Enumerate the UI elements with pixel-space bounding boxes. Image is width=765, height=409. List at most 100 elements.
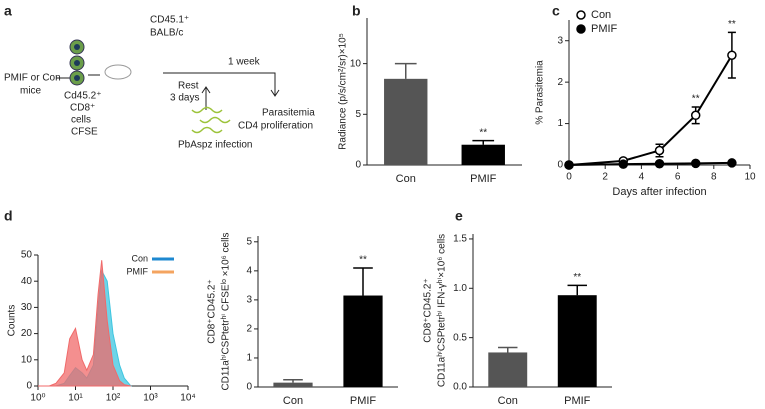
y-axis-label: CD8⁺CD45.2⁺	[423, 278, 434, 342]
y-tick-label: 1.5	[453, 234, 467, 245]
x-tick-label: PMIF	[564, 395, 591, 404]
density-area	[38, 260, 131, 387]
sporozoites	[191, 106, 231, 134]
marker	[690, 110, 701, 121]
legend-label: Con	[591, 9, 611, 21]
bar	[343, 295, 383, 387]
y-axis-label: CD11aʰⁱCSPtetrʰⁱ CFSEˡᵒ ×10⁶ cells	[221, 232, 232, 390]
y-tick-label: 5	[355, 109, 361, 120]
arrow	[201, 86, 211, 94]
x-tick-label: Con	[498, 395, 518, 404]
x-tick-label: 10³	[143, 393, 158, 404]
marker	[727, 50, 737, 60]
marker	[618, 159, 629, 169]
y-tick-label: 10	[350, 58, 362, 69]
x-tick-label: Con	[396, 173, 416, 185]
y-tick-label: 40	[21, 276, 33, 287]
mouse-icon	[104, 64, 132, 80]
y-axis-label: CD11aʰⁱCSPtetrʰⁱ IFN-γʰⁱ×10⁶ cells	[437, 234, 448, 387]
y-axis-label: CD8⁺CD45.2⁺	[207, 279, 218, 343]
marker	[564, 160, 574, 170]
x-tick-label: 4	[639, 172, 645, 183]
y-tick-label: 1	[557, 118, 563, 129]
panel-label: a	[4, 3, 12, 19]
recipient-text: CD45.1⁺	[150, 15, 189, 26]
infection-text: PbAspz infection	[178, 140, 253, 151]
x-tick-label: 8	[711, 172, 717, 183]
marker	[690, 158, 701, 169]
error-bar	[353, 267, 373, 296]
recipient-text: BALB/c	[150, 28, 183, 39]
significance: **	[692, 94, 700, 105]
x-axis-label: Days after infection	[612, 186, 706, 198]
bar	[488, 352, 528, 387]
y-tick-label: 30	[21, 302, 33, 313]
significance: **	[359, 255, 367, 266]
y-tick-label: 0.0	[453, 382, 467, 393]
x-tick-label: Con	[283, 395, 303, 404]
error-bar	[567, 284, 587, 296]
y-tick-label: 0	[557, 160, 563, 171]
y-axis-label: Radiance (p/s/cm²/sr)×10⁵	[338, 33, 349, 150]
y-axis-label: % Parasitemia	[535, 60, 546, 125]
cells-text: CD8⁺	[70, 103, 95, 114]
bar	[461, 144, 505, 165]
cells-text: cells	[71, 115, 91, 126]
timeline	[163, 72, 276, 95]
readout-text: Parasitemia	[262, 108, 315, 119]
panel-label: d	[4, 208, 13, 224]
x-tick-label: PMIF	[350, 395, 377, 404]
y-tick-label: 3	[246, 295, 252, 306]
legend-marker	[576, 24, 586, 34]
donor-text: PMIF or Con	[4, 73, 61, 84]
readout-text: CD4 proliferation	[238, 121, 313, 132]
x-tick-label: 0	[566, 172, 572, 183]
bar	[557, 295, 597, 387]
significance: **	[573, 272, 581, 283]
rest-text: Rest	[178, 81, 199, 92]
y-tick-label: 1	[246, 353, 252, 364]
cells-text: Cd45.2⁺	[64, 91, 102, 102]
y-tick-label: 3	[557, 35, 563, 46]
x-tick-label: 2	[602, 172, 608, 183]
error-bar	[283, 378, 303, 383]
y-tick-label: 2	[246, 324, 252, 335]
y-tick-label: 0	[355, 160, 361, 171]
legend-label: Con	[131, 253, 148, 263]
marker	[654, 145, 665, 156]
y-tick-label: 4	[246, 265, 252, 276]
y-tick-label: 20	[21, 328, 33, 339]
y-axis-label: Counts	[7, 305, 18, 337]
x-tick-label: 10¹	[68, 393, 83, 404]
panel-label: e	[455, 208, 463, 224]
rest-text: 3 days	[170, 93, 199, 104]
x-tick-label: 6	[675, 172, 681, 183]
bar	[273, 382, 313, 387]
error-bar	[498, 346, 518, 353]
y-tick-label: 50	[21, 250, 33, 261]
arrow	[270, 89, 280, 97]
y-tick-label: 2	[557, 77, 563, 88]
cells-icon	[69, 39, 85, 86]
significance: **	[728, 19, 736, 30]
legend-marker	[576, 10, 586, 20]
y-tick-label: 0	[246, 382, 252, 393]
marker	[654, 159, 665, 169]
x-tick-label: PMIF	[470, 173, 497, 185]
error-bar	[472, 139, 495, 145]
y-tick-label: 5	[246, 236, 252, 247]
x-tick-label: 10⁴	[180, 393, 195, 404]
marker	[727, 158, 737, 168]
bar	[384, 78, 428, 165]
y-tick-label: 1.0	[453, 283, 467, 294]
y-tick-label: 10	[21, 354, 33, 365]
legend-label: PMIF	[591, 23, 618, 35]
panel-label: b	[352, 3, 361, 19]
x-tick-label: 10	[744, 172, 756, 183]
y-tick-label: 0.5	[453, 332, 467, 343]
significance: **	[479, 127, 487, 138]
error-bar	[394, 62, 417, 79]
line	[568, 54, 733, 166]
y-tick-label: 0	[26, 381, 32, 392]
